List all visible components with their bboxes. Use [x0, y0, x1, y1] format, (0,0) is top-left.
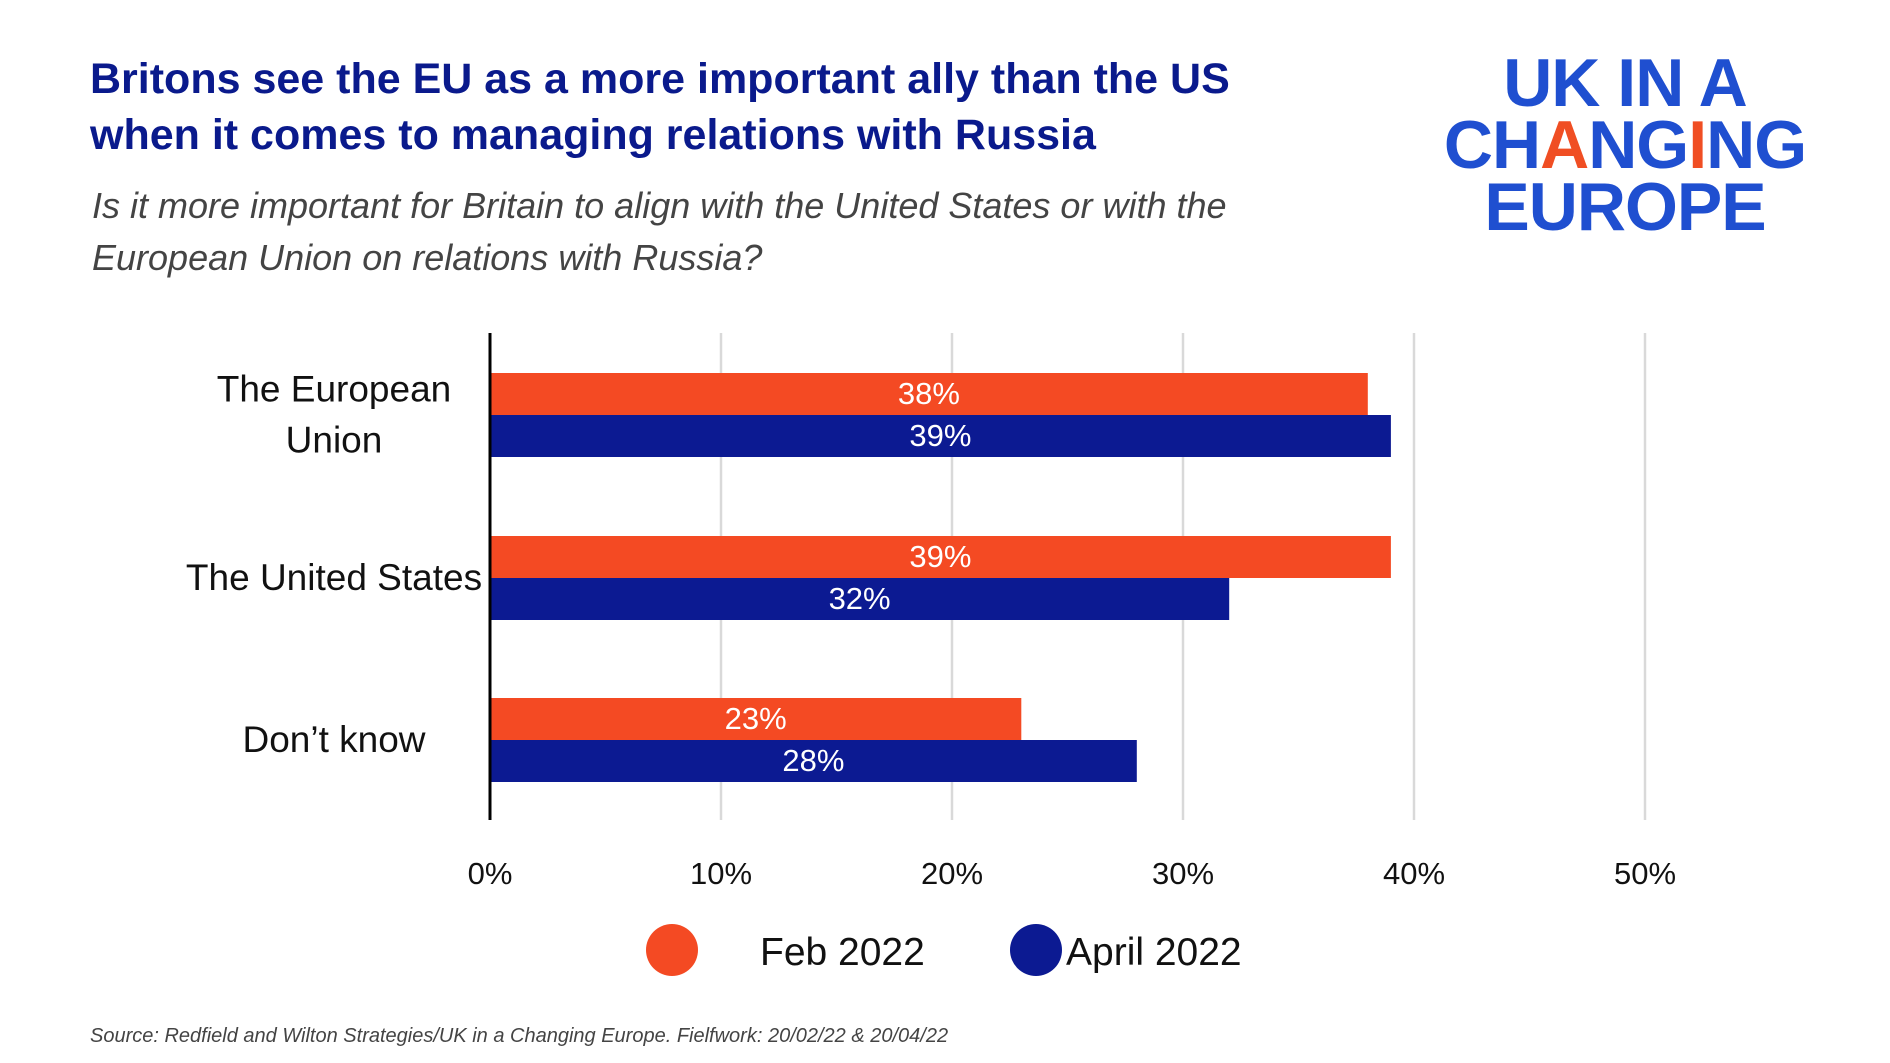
- tick-label: 30%: [1152, 856, 1214, 891]
- tick-label: 0%: [468, 856, 513, 891]
- data-label: 32%: [829, 581, 891, 616]
- logo-line-2: CHANGING: [1443, 107, 1807, 183]
- data-label: 39%: [909, 539, 971, 574]
- data-label: 23%: [725, 701, 787, 736]
- uk-in-a-changing-europe-logo: UK IN A CHANGING EUROPE: [1405, 45, 1845, 245]
- data-label: 28%: [782, 743, 844, 778]
- chart-title: Britons see the EU as a more important a…: [90, 55, 1230, 159]
- bar: [490, 415, 1391, 457]
- bar: [490, 698, 1022, 740]
- data-label: 38%: [898, 376, 960, 411]
- bar: [490, 373, 1368, 415]
- source-note: Source: Redfield and Wilton Strategies/U…: [90, 1025, 949, 1047]
- bar-chart: 38% 39% 23% 39% 32% 28% The European Union The U…: [186, 333, 1676, 976]
- category-label: The United States: [186, 557, 482, 598]
- data-label: 39%: [909, 418, 971, 453]
- tick-label: 10%: [690, 856, 752, 891]
- chart-subtitle: Is it more important for Britain to alig…: [92, 185, 1227, 279]
- legend-label: April 2022: [1066, 931, 1242, 974]
- bar: [490, 536, 1391, 578]
- tick-label: 40%: [1383, 856, 1445, 891]
- bar: [490, 578, 1230, 620]
- legend-marker: [1010, 924, 1062, 976]
- logo-line-1: UK IN A: [1503, 45, 1748, 121]
- bar: [490, 740, 1137, 782]
- tick-label: 20%: [921, 856, 983, 891]
- legend-marker: [646, 924, 698, 976]
- legend-label: Feb 2022: [760, 931, 925, 974]
- logo-line-3: EUROPE: [1484, 169, 1766, 245]
- tick-label: 50%: [1614, 856, 1676, 891]
- category-label: The European: [217, 369, 452, 410]
- category-label: Union: [286, 420, 383, 461]
- category-label: Don’t know: [242, 719, 425, 760]
